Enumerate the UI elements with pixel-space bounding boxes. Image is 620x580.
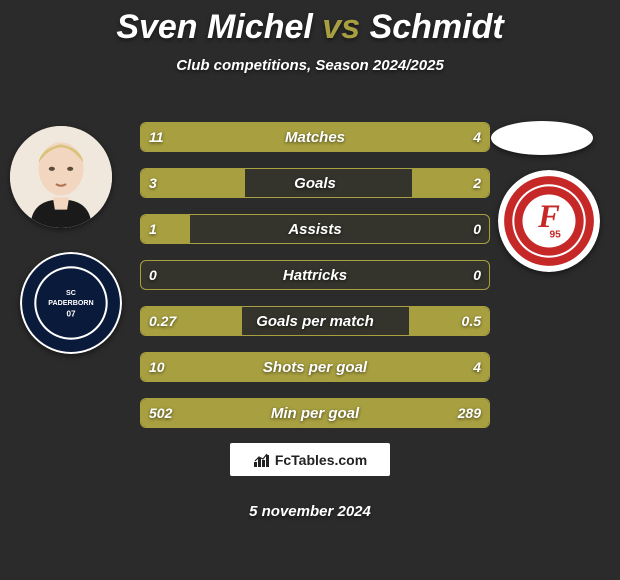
- bars-icon: [253, 452, 271, 468]
- player2-club-badge: F 95: [498, 170, 600, 272]
- player2-photo-placeholder: [491, 121, 593, 155]
- face-placeholder-icon: [10, 126, 112, 228]
- stat-label: Min per goal: [141, 399, 489, 427]
- stat-row: 0.270.5Goals per match: [140, 306, 490, 336]
- stat-label: Goals: [141, 169, 489, 197]
- comparison-chart: 114Matches 32Goals 10Assists 00Hattricks 0.2…: [140, 122, 490, 444]
- fctables-watermark: FcTables.com: [230, 443, 390, 476]
- fortuna-badge-icon: F 95: [498, 170, 600, 272]
- stat-label: Goals per match: [141, 307, 489, 335]
- stat-label: Hattricks: [141, 261, 489, 289]
- stat-label: Assists: [141, 215, 489, 243]
- svg-text:PADERBORN: PADERBORN: [48, 299, 93, 307]
- svg-text:95: 95: [549, 229, 561, 240]
- svg-text:07: 07: [66, 309, 76, 318]
- paderborn-badge-icon: SC PADERBORN 07: [20, 252, 122, 354]
- stat-label: Shots per goal: [141, 353, 489, 381]
- date-label: 5 november 2024: [0, 503, 620, 520]
- stat-row: 104Shots per goal: [140, 352, 490, 382]
- comparison-title: Sven Michel vs Schmidt: [0, 0, 620, 47]
- stat-row: 00Hattricks: [140, 260, 490, 290]
- stat-label: Matches: [141, 123, 489, 151]
- player2-name: Schmidt: [370, 8, 504, 46]
- fctables-text: FcTables.com: [275, 452, 367, 468]
- stat-row: 502289Min per goal: [140, 398, 490, 428]
- player1-photo: [10, 126, 112, 228]
- player1-club-badge: SC PADERBORN 07: [20, 252, 122, 354]
- subtitle: Club competitions, Season 2024/2025: [0, 57, 620, 74]
- stat-row: 114Matches: [140, 122, 490, 152]
- player1-name: Sven Michel: [116, 8, 313, 46]
- svg-text:SC: SC: [66, 289, 76, 297]
- stat-row: 10Assists: [140, 214, 490, 244]
- vs-label: vs: [322, 8, 360, 46]
- stat-row: 32Goals: [140, 168, 490, 198]
